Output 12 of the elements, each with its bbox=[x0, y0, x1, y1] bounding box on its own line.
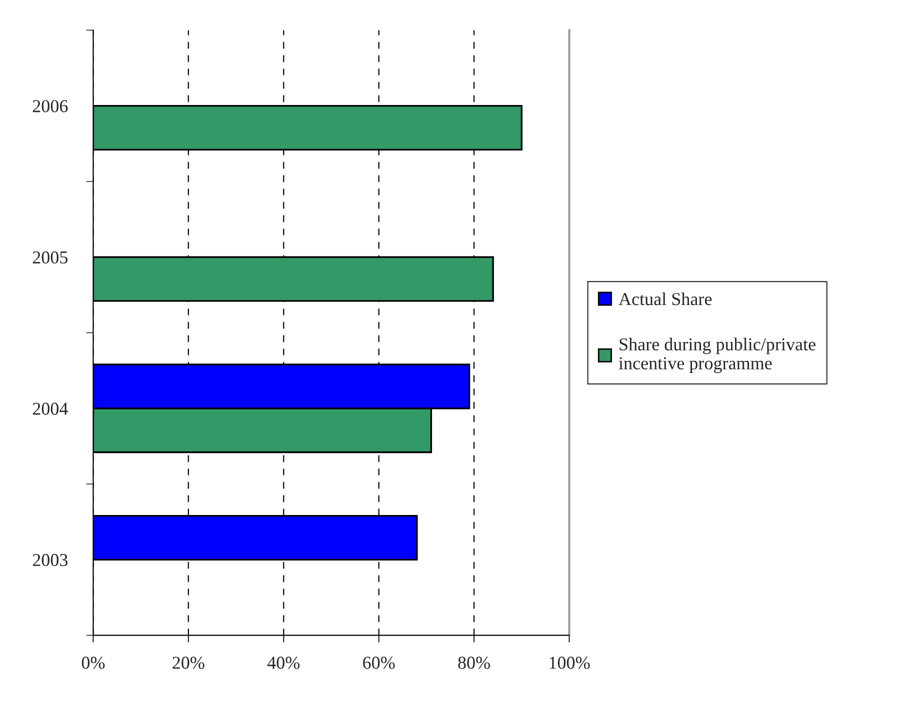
x-tick-label: 60% bbox=[363, 656, 395, 669]
y-tick-label: 2005 bbox=[32, 251, 68, 264]
x-tick-label: 40% bbox=[267, 656, 300, 669]
x-tick-label: 100% bbox=[550, 656, 590, 669]
legend-label: Actual Share bbox=[618, 292, 712, 306]
y-tick-label: 2006 bbox=[32, 100, 68, 112]
y-tick-label: 2003 bbox=[32, 554, 68, 566]
y-tick-label: 2004 bbox=[32, 402, 68, 415]
legend-label: Share during public/private incentive programme bbox=[618, 338, 816, 374]
x-tick-label: 0% bbox=[82, 656, 105, 669]
x-tick-label: 20% bbox=[172, 656, 204, 669]
x-tick-label: 80% bbox=[458, 656, 490, 669]
